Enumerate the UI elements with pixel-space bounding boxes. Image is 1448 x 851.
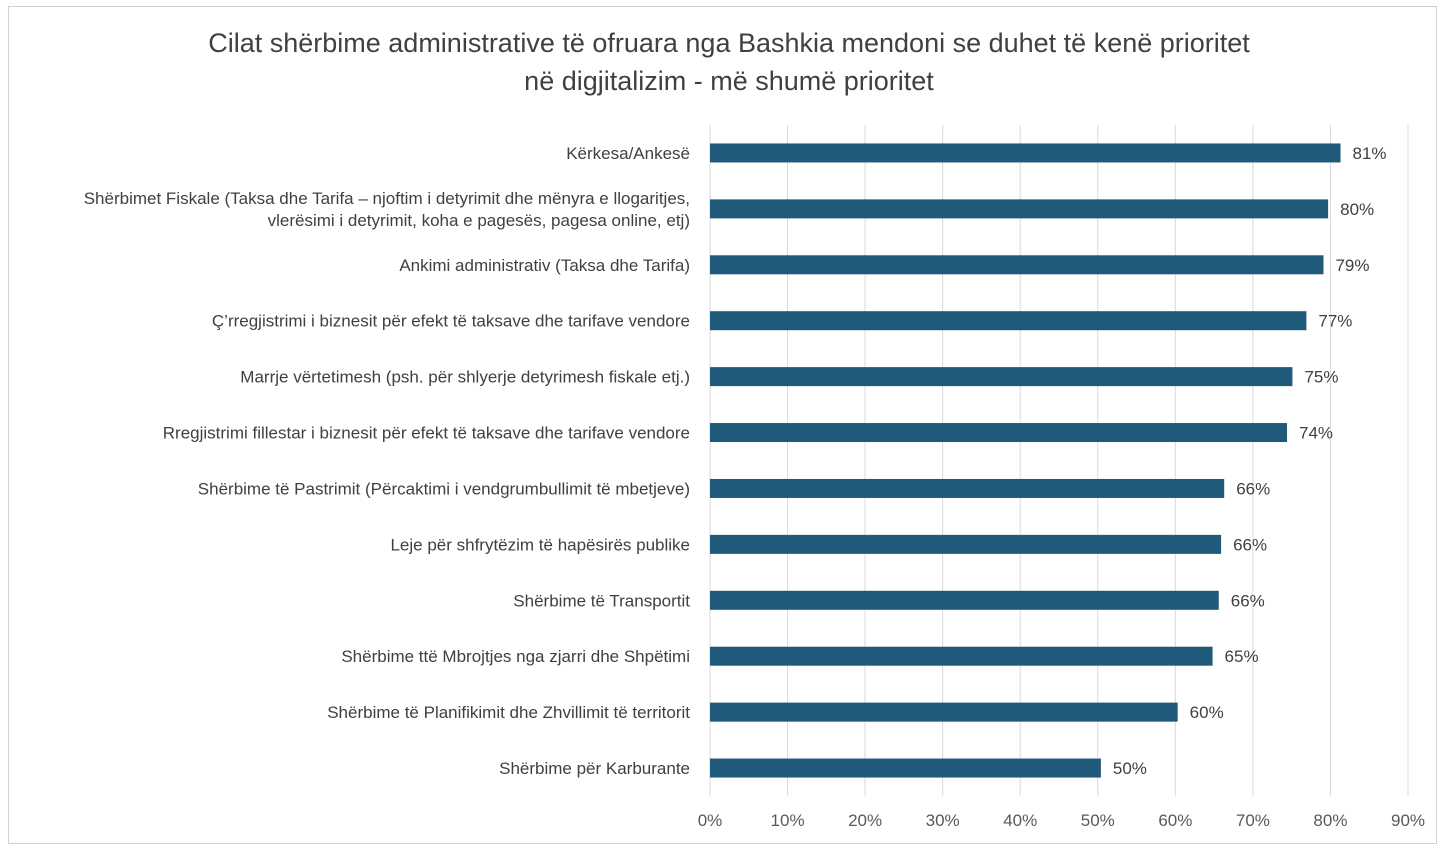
bar xyxy=(710,534,1222,554)
x-tick-label: 20% xyxy=(848,811,882,830)
x-tick-label: 0% xyxy=(698,811,723,830)
category-label: Shërbimet Fiskale (Taksa dhe Tarifa – nj… xyxy=(84,189,690,208)
category-label: Shërbime për Karburante xyxy=(499,759,690,778)
data-label: 81% xyxy=(1353,144,1387,163)
x-tick-label: 90% xyxy=(1391,811,1425,830)
chart-title-line-1: Cilat shërbime administrative të ofruara… xyxy=(208,28,1250,58)
bar xyxy=(710,646,1213,666)
bar xyxy=(710,311,1307,331)
bar xyxy=(710,255,1324,275)
bar xyxy=(710,143,1341,163)
data-label: 50% xyxy=(1113,759,1147,778)
category-label: Shërbime të Pastrimit (Përcaktimi i vend… xyxy=(198,479,690,498)
category-label: Shërbime të Planifikimit dhe Zhvillimit … xyxy=(327,703,690,722)
data-label: 77% xyxy=(1318,312,1352,331)
category-label: Shërbime të Transportit xyxy=(513,591,690,610)
bar xyxy=(710,590,1219,610)
bar xyxy=(710,702,1178,722)
category-label: Marrje vërtetimesh (psh. për shlyerje de… xyxy=(240,368,690,387)
category-label: vlerësimi i detyrimit, koha e pagesës, p… xyxy=(268,211,690,230)
bar xyxy=(710,199,1329,219)
bar xyxy=(710,758,1101,778)
category-label: Leje për shfrytëzim të hapësirës publike xyxy=(390,535,690,554)
category-label: Shërbime ttë Mbrojtjes nga zjarri dhe Sh… xyxy=(341,647,690,666)
chart-title: Cilat shërbime administrative të ofruara… xyxy=(0,24,1448,100)
data-label: 66% xyxy=(1236,479,1270,498)
bar xyxy=(710,367,1293,387)
x-tick-label: 30% xyxy=(926,811,960,830)
category-label: Rregjistrimi fillestar i biznesit për ef… xyxy=(163,424,690,443)
category-label: Ç’rregjistrimi i biznesit për efekt të t… xyxy=(212,312,690,331)
x-tick-label: 50% xyxy=(1081,811,1115,830)
data-label: 79% xyxy=(1335,256,1369,275)
data-label: 74% xyxy=(1299,424,1333,443)
data-label: 60% xyxy=(1190,703,1224,722)
data-label: 80% xyxy=(1340,200,1374,219)
chart-title-line-2: në digjitalizim - më shumë prioritet xyxy=(524,66,934,96)
x-tick-label: 60% xyxy=(1158,811,1192,830)
category-label: Kërkesa/Ankesë xyxy=(566,144,690,163)
bar xyxy=(710,423,1288,443)
x-tick-label: 40% xyxy=(1003,811,1037,830)
data-label: 75% xyxy=(1304,368,1338,387)
x-tick-label: 70% xyxy=(1236,811,1270,830)
x-tick-label: 10% xyxy=(771,811,805,830)
x-tick-label: 80% xyxy=(1313,811,1347,830)
data-label: 65% xyxy=(1225,647,1259,666)
data-label: 66% xyxy=(1231,591,1265,610)
category-label: Ankimi administrativ (Taksa dhe Tarifa) xyxy=(399,256,690,275)
bar xyxy=(710,478,1225,498)
data-label: 66% xyxy=(1233,535,1267,554)
